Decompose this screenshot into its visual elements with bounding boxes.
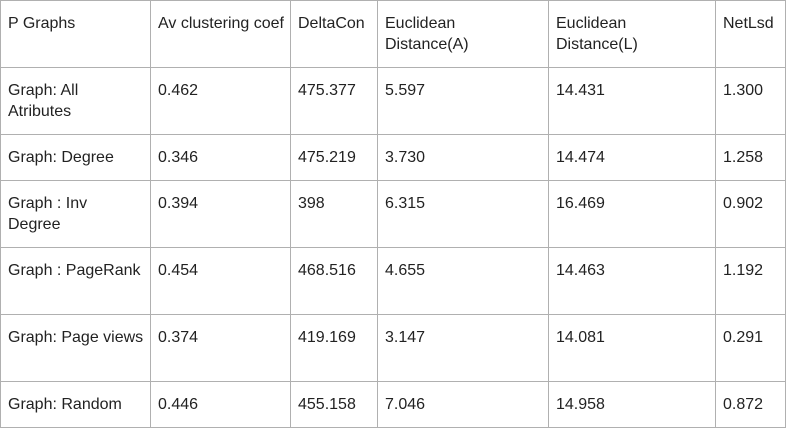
table-cell: 14.081 (548, 314, 716, 382)
header-row: P Graphs Av clustering coef DeltaCon Euc… (0, 0, 786, 68)
table-cell: 0.394 (150, 180, 291, 248)
table-cell: 3.147 (377, 314, 549, 382)
header-cell: P Graphs (0, 0, 151, 68)
table-cell: 398 (290, 180, 378, 248)
table-cell: 0.454 (150, 247, 291, 315)
table-cell: 0.291 (715, 314, 786, 382)
table-cell: Graph: Page views (0, 314, 151, 382)
table-cell: Graph: All Atributes (0, 67, 151, 135)
table-cell: 16.469 (548, 180, 716, 248)
table-cell: 14.958 (548, 381, 716, 428)
table-row: Graph : Inv Degree 0.394 398 6.315 16.46… (0, 180, 786, 248)
table-cell: 6.315 (377, 180, 549, 248)
header-cell: NetLsd (715, 0, 786, 68)
table-cell: 0.446 (150, 381, 291, 428)
table-cell: 5.597 (377, 67, 549, 135)
table-cell: 1.300 (715, 67, 786, 135)
header-cell: Euclidean Distance(L) (548, 0, 716, 68)
table-cell: 419.169 (290, 314, 378, 382)
table-row: Graph: Degree 0.346 475.219 3.730 14.474… (0, 134, 786, 181)
table-cell: 7.046 (377, 381, 549, 428)
header-cell: Euclidean Distance(A) (377, 0, 549, 68)
header-cell: Av clustering coef (150, 0, 291, 68)
table-row: Graph: All Atributes 0.462 475.377 5.597… (0, 67, 786, 135)
table-cell: 0.902 (715, 180, 786, 248)
table-cell: 4.655 (377, 247, 549, 315)
table-cell: 0.462 (150, 67, 291, 135)
table-cell: 455.158 (290, 381, 378, 428)
table-cell: 1.258 (715, 134, 786, 181)
table-row: Graph : PageRank 0.454 468.516 4.655 14.… (0, 247, 786, 315)
table-cell: 0.872 (715, 381, 786, 428)
table-cell: 468.516 (290, 247, 378, 315)
table-cell: Graph: Degree (0, 134, 151, 181)
table-cell: 1.192 (715, 247, 786, 315)
table-cell: 14.474 (548, 134, 716, 181)
table-row: Graph: Page views 0.374 419.169 3.147 14… (0, 314, 786, 382)
table-cell: 3.730 (377, 134, 549, 181)
table-cell: 475.219 (290, 134, 378, 181)
table-cell: 14.431 (548, 67, 716, 135)
table-cell: 0.346 (150, 134, 291, 181)
header-cell: DeltaCon (290, 0, 378, 68)
table-cell: Graph: Random (0, 381, 151, 428)
table-cell: 14.463 (548, 247, 716, 315)
table-cell: Graph : PageRank (0, 247, 151, 315)
table-row: Graph: Random 0.446 455.158 7.046 14.958… (0, 381, 786, 428)
table-cell: 475.377 (290, 67, 378, 135)
table-cell: Graph : Inv Degree (0, 180, 151, 248)
table-cell: 0.374 (150, 314, 291, 382)
